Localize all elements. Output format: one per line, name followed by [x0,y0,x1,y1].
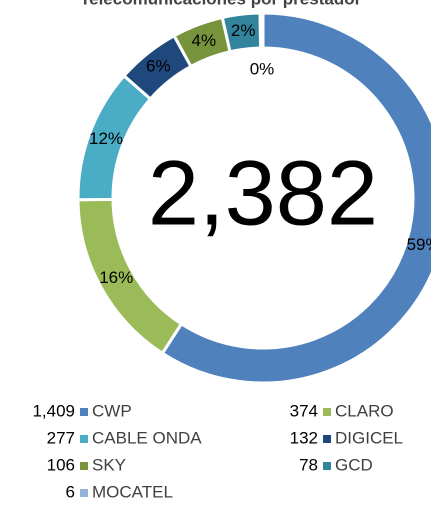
legend-swatch [80,408,88,416]
percentage-label: 2% [231,21,256,40]
legend-value: 374 [290,401,318,420]
percentage-label: 16% [99,268,133,287]
percentage-label: 12% [89,129,123,148]
total: 2,382 [148,142,378,244]
legend-swatch [323,462,331,470]
legend-swatch [323,435,331,443]
legend-value: 106 [47,455,75,474]
legend-swatch [323,408,331,416]
legend-label: MOCATEL [92,482,173,501]
legend-label: GCD [335,455,373,474]
legend-value: 277 [47,428,75,447]
legend-label: CLARO [335,401,394,420]
legend-value: 1,409 [32,401,75,420]
chart-title: Telecomunicaciones por prestador [80,0,362,8]
percentage-label: 4% [191,31,216,50]
legend-label: CABLE ONDA [92,428,202,447]
legend-value: 78 [299,455,318,474]
legend-value: 132 [290,428,318,447]
donut-segment [160,11,431,385]
legend-label: DIGICEL [335,428,403,447]
percentage-label: 6% [146,57,171,76]
legend-swatch [80,462,88,470]
donut-segment [258,11,265,50]
percentage-label: 59% [407,235,431,254]
percentage-label: 0% [250,59,275,78]
legend-label: CWP [92,401,132,420]
legend-swatch [80,435,88,443]
legend-swatch [80,489,88,497]
legend-value: 6 [66,482,75,501]
legend-label: SKY [92,455,126,474]
